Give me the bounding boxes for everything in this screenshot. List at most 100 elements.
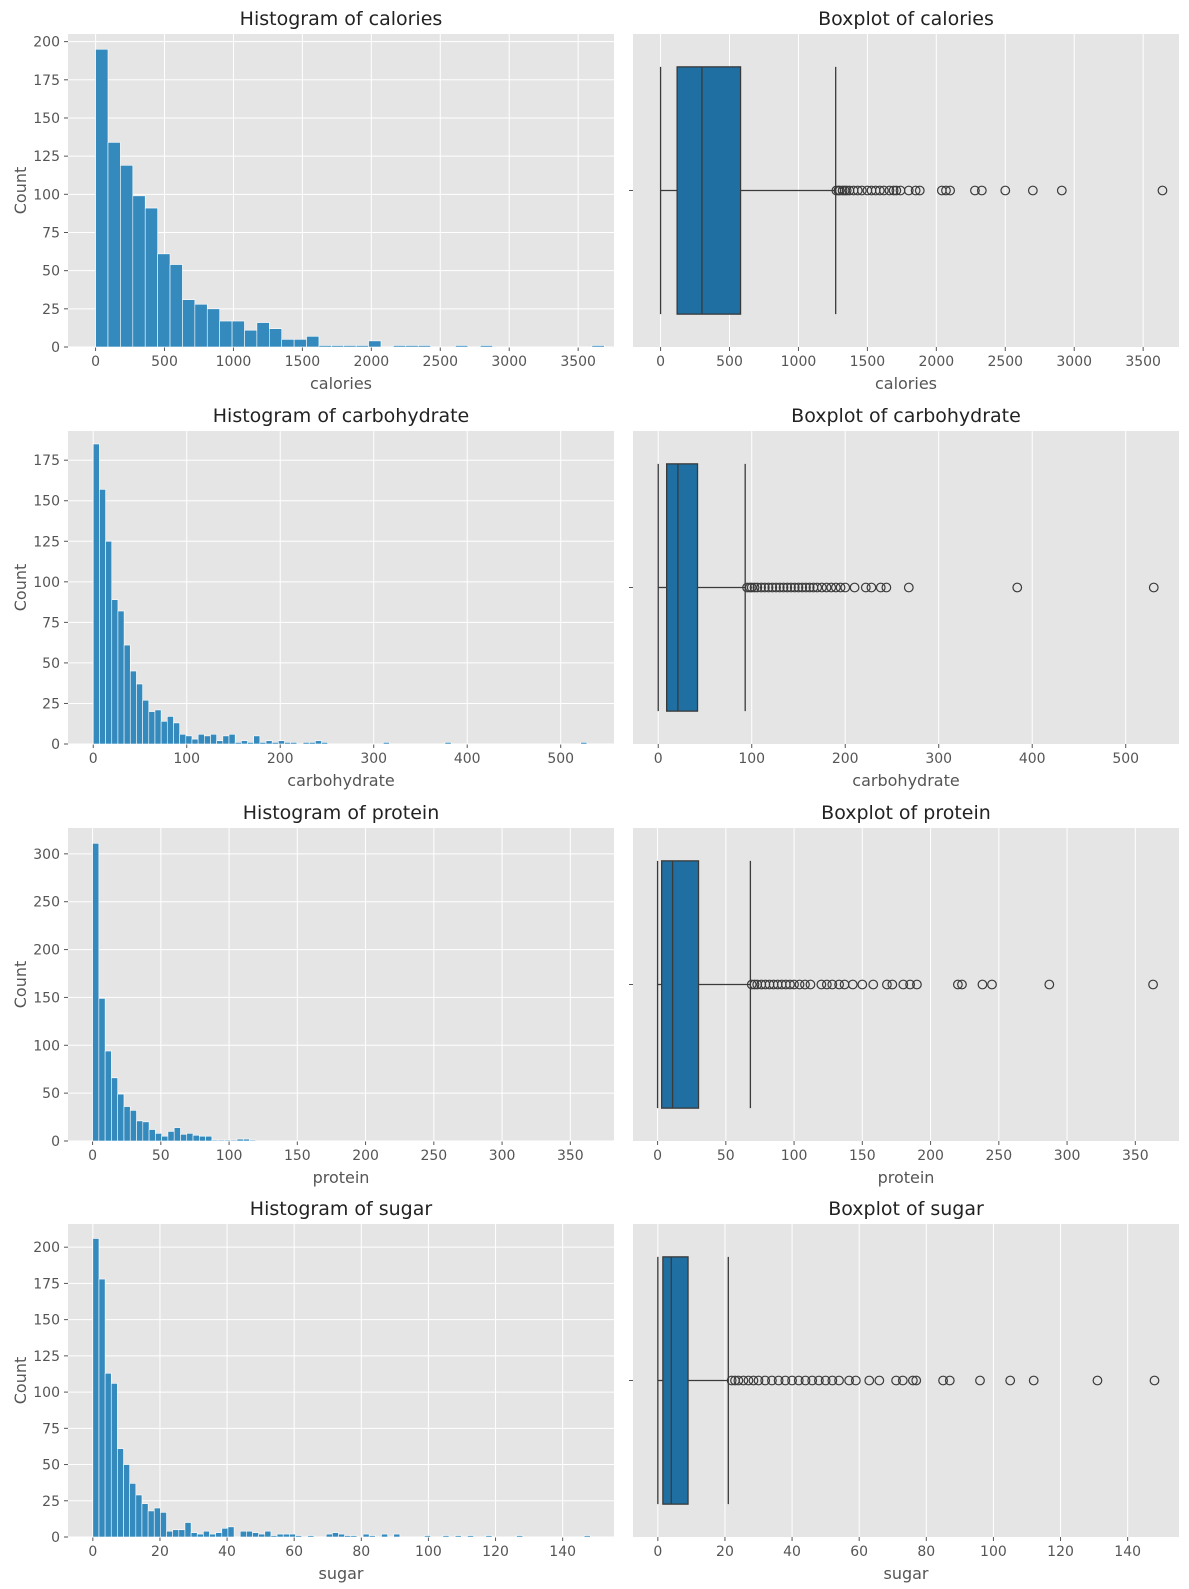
histogram-bar [284,742,292,745]
histogram-bar [295,1535,302,1538]
outlier-point [826,582,837,593]
histogram-bar [166,1530,173,1538]
histogram-bar [485,1535,493,1538]
histogram-bar [211,1139,219,1142]
histogram-bar [136,683,143,745]
histogram-bar [92,443,100,745]
x-tick-label: 50 [152,1148,170,1164]
histogram-bar [405,345,419,348]
histogram-bar [147,1510,155,1538]
x-tick-label: 100 [781,1148,808,1164]
histogram-bar [129,1110,137,1142]
histogram-bar [344,1535,352,1538]
outlier-point [835,582,846,593]
outlier-point [887,979,898,990]
x-tick-label: 100 [173,751,200,767]
outlier-point [874,1375,885,1386]
histogram-bar [104,1050,112,1142]
outlier-point [945,185,956,196]
outlier-point [797,582,808,593]
histogram-bar [166,716,174,745]
x-tick-label: 0 [653,1544,662,1560]
histogram-bar [355,345,369,348]
boxplot-panel-sugar: 0 20 40 60 80 100 120 140 Boxplot of sugar sugar [629,1198,1179,1583]
histogram-bar [276,1533,284,1538]
y-tick-label: 300 [33,847,60,863]
histogram-bar [393,1533,401,1538]
outlier-point [726,1375,737,1386]
x-tick-label: 0 [654,751,663,767]
histogram-bar [155,1133,162,1142]
chart-title: Histogram of calories [240,8,443,30]
outlier-point [771,582,781,593]
y-tick-label: 200 [33,943,60,959]
histogram-bar [148,1129,156,1142]
outlier-point [748,1375,759,1386]
x-tick-label: 120 [1047,1544,1074,1560]
outlier-point [780,1375,791,1386]
x-tick-label: 1500 [285,354,321,370]
outlier-point [891,1375,902,1386]
outlier-point [911,1375,922,1386]
histogram-bar [318,345,332,348]
y-tick-label: 50 [42,656,60,672]
outlier-point [812,582,823,593]
histogram-bar [350,1535,358,1538]
histogram-bar [227,1526,235,1538]
outlier-point [1028,1375,1039,1386]
outlier-point [760,1375,771,1386]
histogram-bar [247,742,254,745]
outlier-point [746,979,757,990]
y-tick-label: 0 [51,737,60,753]
histogram-bar [249,1139,257,1142]
y-tick-label: 100 [33,187,60,203]
outlier-point [816,582,827,593]
histogram-bar [271,742,279,745]
outlier-point [782,582,793,593]
histogram-bar [136,1120,144,1142]
x-tick-label: 350 [1122,1148,1149,1164]
outlier-point [857,979,868,990]
histogram-bar [381,1533,388,1538]
histogram-bar [315,740,322,745]
histogram-bar [160,720,168,745]
y-axis-label: Count [11,564,30,612]
histogram-bar [104,1372,112,1538]
x-tick-label: 0 [653,1148,662,1164]
chart-title: Boxplot of calories [818,8,994,30]
histogram-bar [467,1535,474,1538]
outlier-point [888,185,899,196]
histogram-bar [186,1133,194,1142]
outlier-point [807,1375,818,1386]
outlier-point [767,1375,777,1386]
histogram-bar [258,1533,266,1538]
histogram-bar [278,740,285,745]
x-tick-label: 3000 [491,354,527,370]
histogram-bar [117,1448,124,1538]
x-tick-label: 2500 [422,354,458,370]
outlier-point [907,1375,918,1386]
histogram-bar [92,1238,100,1538]
outlier-point [800,1375,811,1386]
outlier-point [785,979,795,990]
x-tick-label: 1000 [216,354,252,370]
x-tick-label: 50 [717,1148,735,1164]
x-tick-label: 100 [216,1148,243,1164]
histogram-bar [293,339,307,348]
y-tick-label: 50 [42,1086,60,1102]
y-tick-label: 100 [33,1038,60,1054]
outlier-point [834,979,845,990]
histogram-bar [289,1533,296,1538]
y-tick-label: 0 [51,1530,60,1546]
histogram-bar [123,1106,131,1142]
outlier-point [1148,582,1159,593]
histogram-bar [231,320,245,348]
histogram-bar [362,1533,370,1538]
iqr-box [661,860,700,1109]
histogram-panel-protein: 0 50 100 150 200 250 300 350 Histogram of protei… [11,802,614,1187]
histogram-bar [95,48,109,348]
outlier-point [891,185,902,196]
outlier-point [773,1375,784,1386]
histogram-bar [234,742,242,745]
y-tick-label: 50 [42,1458,60,1474]
